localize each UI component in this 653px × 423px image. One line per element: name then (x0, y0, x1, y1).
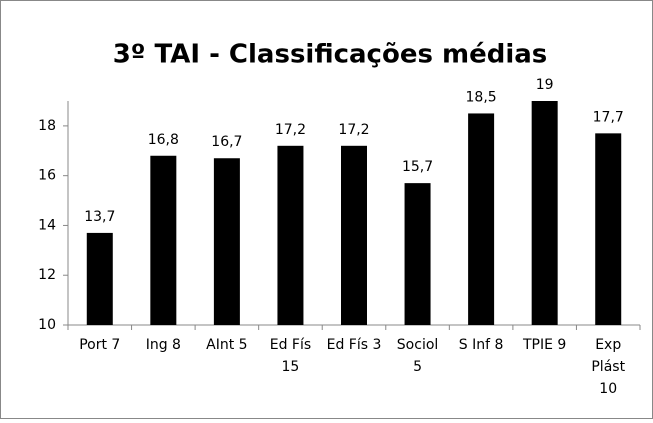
y-tick-label: 10 (38, 317, 56, 333)
x-tick-label: Ing 8 (146, 337, 181, 353)
value-label: 17,2 (275, 122, 306, 138)
chart-title: 3º TAI - Classificações médias (113, 40, 548, 70)
value-label: 17,7 (593, 109, 624, 125)
bar (468, 113, 495, 325)
x-tick-label: Port 7 (79, 337, 120, 353)
x-tick-label: Exp Plást 10 (591, 337, 625, 397)
y-tick-label: 12 (38, 267, 56, 283)
y-tick-label: 18 (38, 118, 56, 134)
value-label: 17,2 (338, 122, 369, 138)
y-tick-label: 16 (38, 168, 56, 184)
bar (404, 183, 431, 325)
bar (213, 158, 240, 325)
value-label: 15,7 (402, 159, 433, 175)
bar (150, 155, 177, 325)
bar (531, 101, 558, 325)
bar (341, 145, 367, 325)
x-tick-label: S Inf 8 (459, 337, 504, 353)
value-label: 16,7 (211, 134, 242, 150)
value-label: 18,5 (466, 89, 497, 105)
value-label: 16,8 (148, 132, 179, 148)
y-tick-label: 14 (38, 217, 56, 233)
value-label: 13,7 (84, 209, 115, 225)
x-tick-label: Ed Fís 15 (270, 337, 311, 375)
x-tick-label: Sociol 5 (397, 337, 439, 375)
bar (277, 145, 304, 325)
value-label: 19 (536, 77, 554, 93)
bar (595, 133, 622, 325)
x-tick-label: TPIE 9 (522, 337, 566, 353)
x-tick-label: AInt 5 (206, 337, 247, 353)
bar (86, 232, 113, 325)
x-tick-label: Ed Fís 3 (327, 337, 382, 353)
